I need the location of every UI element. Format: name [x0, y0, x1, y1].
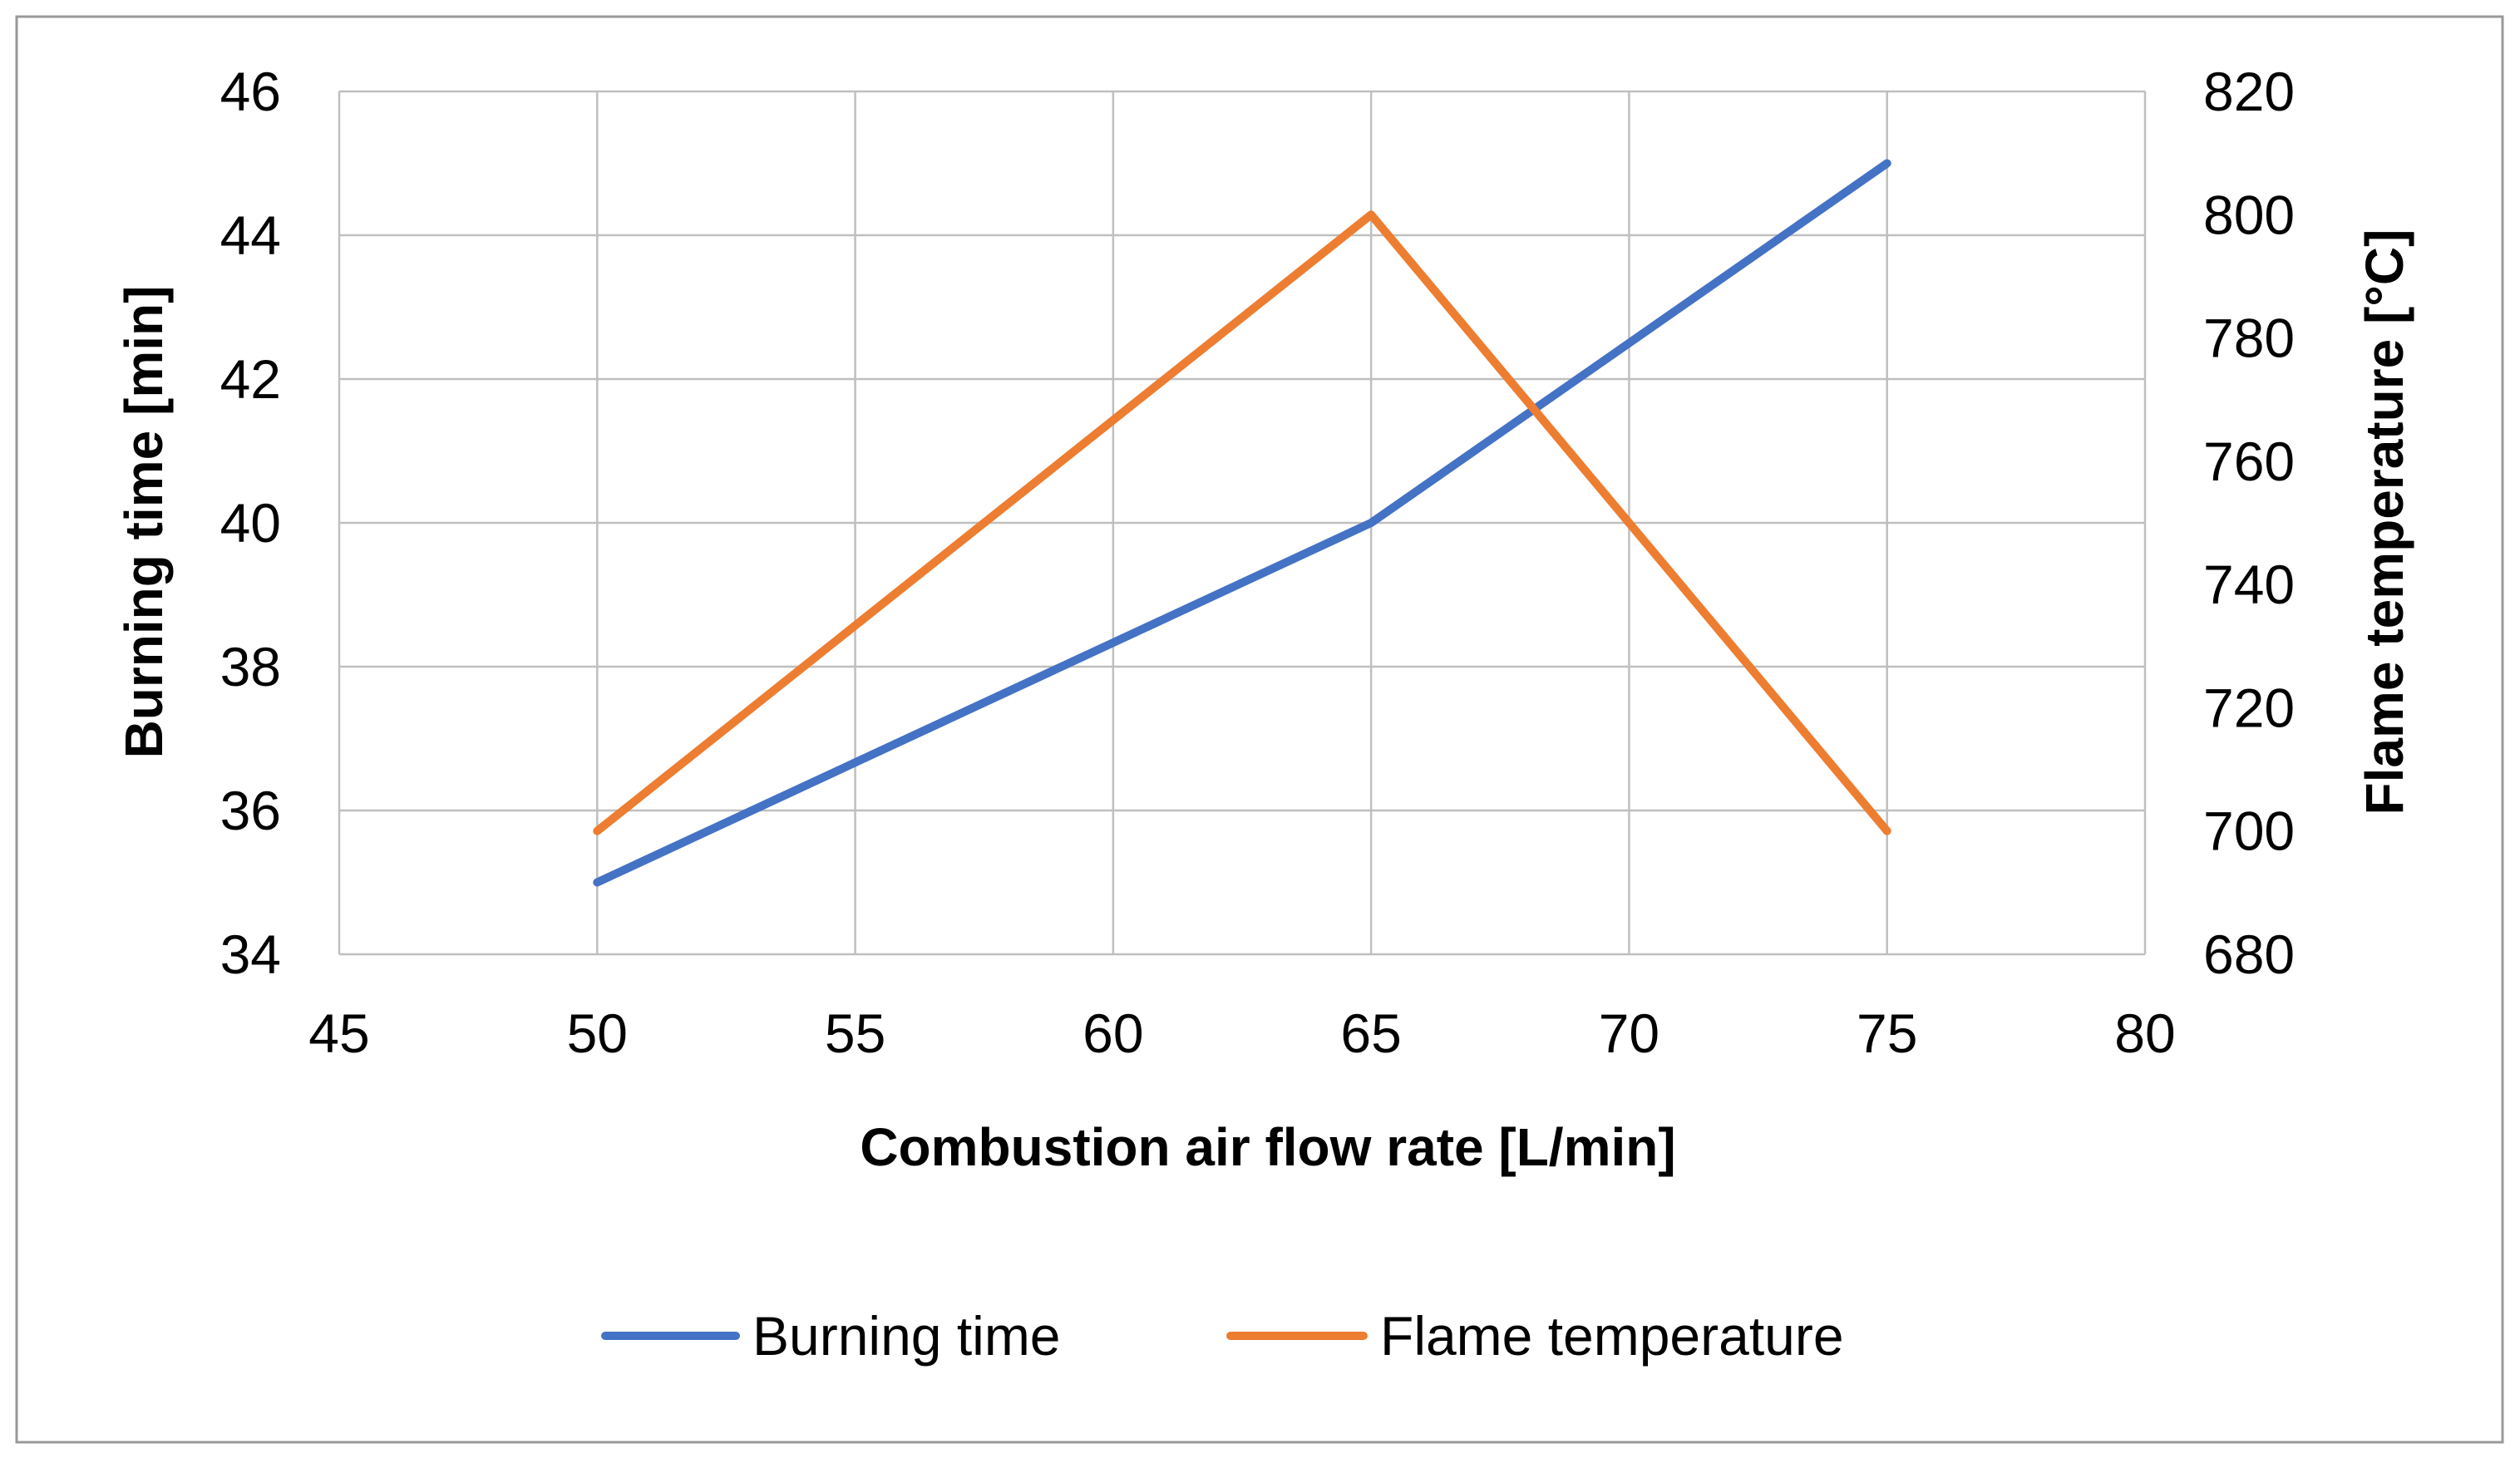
series-line-flame-temperature — [593, 210, 1891, 835]
y-tick-label: 34 — [220, 924, 281, 985]
y2-tick-label: 760 — [2203, 431, 2295, 492]
y2-tick-label: 700 — [2203, 800, 2295, 862]
legend-label-flame-temperature: Flame temperature — [1380, 1305, 1844, 1367]
y2-tick-label: 820 — [2203, 61, 2295, 122]
legend-label-burning-time: Burning time — [752, 1305, 1061, 1367]
y2-tick-label: 740 — [2203, 554, 2295, 615]
y-tick-label: 38 — [220, 636, 281, 697]
y2-axis-title: Flame temperature [°C] — [2355, 229, 2414, 815]
y-axis-title: Burning time [min] — [114, 286, 174, 759]
y-tick-label: 40 — [220, 492, 281, 554]
x-tick-label: 80 — [2114, 1002, 2175, 1064]
y-tick-label: 42 — [220, 348, 281, 410]
x-tick-label: 70 — [1599, 1002, 1659, 1064]
x-tick-label: 45 — [308, 1002, 369, 1064]
y-tick-label: 46 — [220, 61, 281, 122]
y2-tick-label: 720 — [2203, 677, 2295, 738]
y-tick-label: 44 — [220, 204, 281, 266]
series-layer — [593, 159, 1891, 887]
legend: Burning time Flame temperature — [601, 1305, 1844, 1367]
x-tick-label: 50 — [567, 1002, 628, 1064]
x-axis-title: Combustion air flow rate [L/min] — [860, 1117, 1675, 1177]
x-tick-label: 55 — [825, 1002, 885, 1064]
axis-layer: 45 50 55 60 65 70 75 80 34 36 38 40 42 44 46 680 700 720 7… — [220, 61, 2296, 1064]
x-tick-label: 75 — [1857, 1002, 1917, 1064]
y2-tick-label: 780 — [2203, 308, 2295, 369]
x-tick-label: 65 — [1340, 1002, 1401, 1064]
y2-tick-label: 680 — [2203, 924, 2295, 985]
y2-tick-label: 800 — [2203, 184, 2295, 245]
chart-border — [15, 15, 2504, 1444]
series-line-burning-time — [593, 159, 1891, 887]
y-tick-label: 36 — [220, 780, 281, 841]
x-tick-label: 60 — [1082, 1002, 1143, 1064]
